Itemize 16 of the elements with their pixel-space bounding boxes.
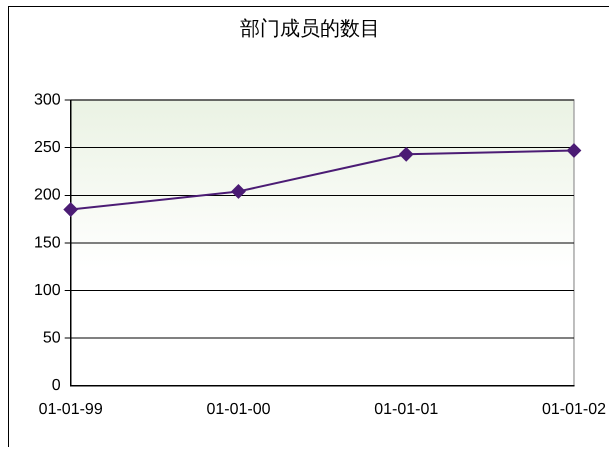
y-tick-label: 100 bbox=[34, 282, 61, 299]
point bbox=[64, 202, 78, 217]
y-tick-label: 250 bbox=[34, 139, 61, 156]
y-tick-label: 200 bbox=[34, 186, 61, 204]
point bbox=[399, 147, 414, 162]
y-tick-label: 50 bbox=[42, 330, 61, 347]
x-tick-label: 01-01-00 bbox=[206, 400, 271, 418]
y-tick-label: 0 bbox=[52, 377, 61, 394]
x-tick-label: 01-01-99 bbox=[38, 400, 103, 418]
y-tick-label: 300 bbox=[34, 91, 61, 108]
point bbox=[231, 184, 246, 198]
y-tick-label: 150 bbox=[34, 234, 61, 252]
chart-title: 部门成员的数目 bbox=[240, 16, 380, 40]
x-tick-label: 01-01-02 bbox=[542, 400, 606, 418]
x-tick-label: 01-01-01 bbox=[374, 400, 438, 418]
point bbox=[566, 143, 581, 158]
